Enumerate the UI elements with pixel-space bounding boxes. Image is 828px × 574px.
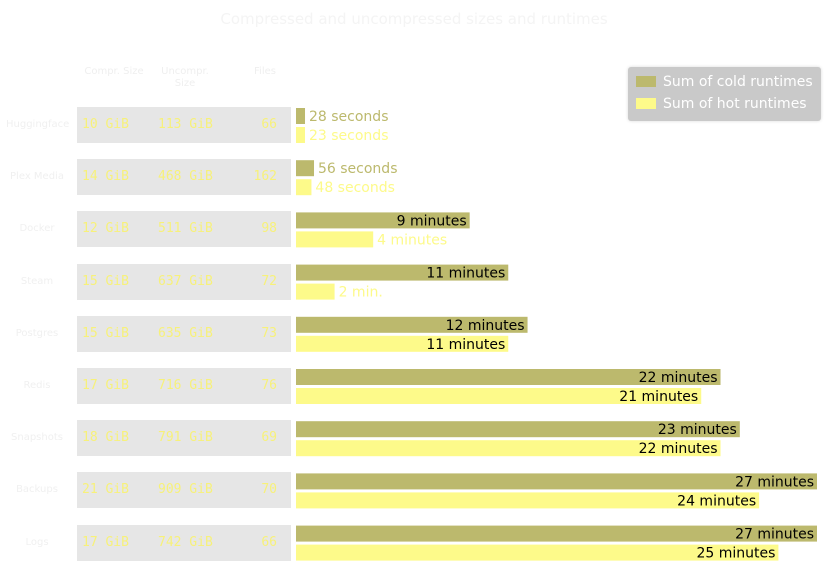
table-row: 17 GiB 716 GiB 76 <box>77 368 291 404</box>
cell-uncompressed-size: 468 GiB <box>158 169 213 184</box>
bar-hot-runtime <box>296 283 335 300</box>
table-row: 17 GiB 742 GiB 66 <box>77 525 291 561</box>
label-hot-runtime: 22 minutes <box>639 441 718 457</box>
column-header-compressed: Compr. Size <box>84 66 144 77</box>
bar-cold-runtime <box>296 108 306 124</box>
table-row: 10 GiB 113 GiB 66 <box>77 107 291 143</box>
cell-file-count: 69 <box>261 430 277 445</box>
chart-title: Compressed and uncompressed sizes and ru… <box>220 10 608 28</box>
label-cold-runtime: 28 seconds <box>309 109 389 125</box>
row-label: Redis <box>23 380 51 391</box>
label-hot-runtime: 2 min. <box>339 285 383 301</box>
cell-compressed-size: 17 GiB <box>82 535 129 550</box>
legend-label-cold: Sum of cold runtimes <box>663 74 813 90</box>
row-label: Snapshots <box>11 432 63 443</box>
cell-file-count: 72 <box>261 274 277 289</box>
cell-file-count: 66 <box>261 117 277 132</box>
cell-uncompressed-size: 791 GiB <box>158 430 213 445</box>
row-label: Docker <box>19 223 55 234</box>
label-cold-runtime: 9 minutes <box>397 213 467 229</box>
bar-hot-runtime <box>296 179 312 196</box>
label-cold-runtime: 23 minutes <box>658 422 737 438</box>
cell-uncompressed-size: 511 GiB <box>158 221 213 236</box>
label-cold-runtime: 27 minutes <box>735 527 814 543</box>
label-cold-runtime: 11 minutes <box>426 266 505 282</box>
cell-compressed-size: 21 GiB <box>82 482 129 497</box>
cell-uncompressed-size: 113 GiB <box>158 117 213 132</box>
cell-compressed-size: 15 GiB <box>82 274 129 289</box>
table-row: 21 GiB 909 GiB 70 <box>77 472 291 508</box>
cell-uncompressed-size: 716 GiB <box>158 378 213 393</box>
cell-file-count: 98 <box>261 221 277 236</box>
label-cold-runtime: 12 minutes <box>446 318 525 334</box>
cell-file-count: 73 <box>261 326 277 341</box>
legend: Sum of cold runtimes Sum of hot runtimes <box>628 67 821 121</box>
column-header-files: Files <box>254 66 276 77</box>
label-hot-runtime: 24 minutes <box>677 493 756 509</box>
label-hot-runtime: 48 seconds <box>315 180 395 196</box>
cell-compressed-size: 14 GiB <box>82 169 129 184</box>
label-hot-runtime: 23 seconds <box>309 128 389 144</box>
bar-hot-runtime <box>296 492 760 509</box>
cell-file-count: 70 <box>261 482 277 497</box>
label-hot-runtime: 21 minutes <box>619 389 698 405</box>
bar-hot-runtime <box>296 127 305 143</box>
label-hot-runtime: 4 minutes <box>377 232 447 248</box>
bar-cold-runtime <box>296 369 721 385</box>
legend-swatch-cold <box>636 76 656 87</box>
row-label: Steam <box>20 276 54 287</box>
cell-uncompressed-size: 909 GiB <box>158 482 213 497</box>
label-cold-runtime: 27 minutes <box>735 474 814 490</box>
label-hot-runtime: 11 minutes <box>426 337 505 353</box>
cell-uncompressed-size: 742 GiB <box>158 535 213 550</box>
bar-hot-runtime <box>296 440 721 457</box>
cell-compressed-size: 10 GiB <box>82 117 129 132</box>
table-row: 15 GiB 635 GiB 73 <box>77 316 291 352</box>
cell-uncompressed-size: 635 GiB <box>158 326 213 341</box>
label-cold-runtime: 56 seconds <box>318 161 398 177</box>
cell-uncompressed-size: 637 GiB <box>158 274 213 289</box>
bar-cold-runtime <box>296 212 470 229</box>
bar-cold-runtime <box>296 264 509 281</box>
row-label: Huggingface <box>6 119 70 130</box>
cell-compressed-size: 12 GiB <box>82 221 129 236</box>
label-hot-runtime: 25 minutes <box>696 546 775 562</box>
cell-compressed-size: 15 GiB <box>82 326 129 341</box>
table-row: 18 GiB 791 GiB 69 <box>77 420 291 456</box>
row-label: Logs <box>25 537 49 548</box>
bar-cold-runtime <box>296 421 740 438</box>
cell-file-count: 162 <box>253 169 277 184</box>
cell-compressed-size: 18 GiB <box>82 430 129 445</box>
bar-hot-runtime <box>296 231 374 248</box>
table-row: 15 GiB 637 GiB 72 <box>77 264 291 300</box>
bar-hot-runtime <box>296 388 702 404</box>
bar-cold-runtime <box>296 316 528 333</box>
bar-hot-runtime <box>296 544 779 561</box>
row-label: Postgres <box>15 328 59 339</box>
cell-compressed-size: 17 GiB <box>82 378 129 393</box>
bar-cold-runtime <box>296 160 315 177</box>
table-row: 14 GiB 468 GiB 162 <box>77 159 291 195</box>
legend-label-hot: Sum of hot runtimes <box>663 96 807 112</box>
table-row: 12 GiB 511 GiB 98 <box>77 211 291 247</box>
bar-hot-runtime <box>296 335 509 352</box>
row-label: Backups <box>16 484 58 495</box>
cell-file-count: 76 <box>261 378 277 393</box>
bar-cold-runtime <box>296 473 817 490</box>
legend-swatch-hot <box>636 98 656 109</box>
row-label: Plex Media <box>10 171 64 182</box>
cell-file-count: 66 <box>261 535 277 550</box>
bar-cold-runtime <box>296 525 817 542</box>
label-cold-runtime: 22 minutes <box>639 370 718 386</box>
column-header-uncompressed: Uncompr. Size <box>161 66 209 89</box>
